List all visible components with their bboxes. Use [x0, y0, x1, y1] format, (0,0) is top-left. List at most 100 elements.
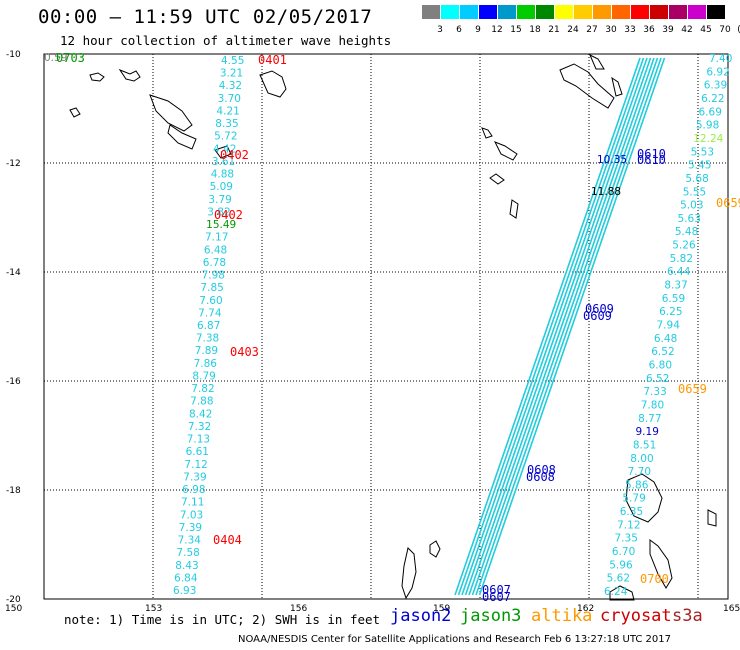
coastline-island — [493, 141, 518, 161]
swh-value: 6.87 — [197, 320, 220, 332]
lat-label: -10 — [6, 50, 21, 60]
legend-swatch — [555, 5, 573, 19]
swh-value: 6.52 — [651, 346, 674, 358]
swh-value: 7.80 — [641, 399, 664, 411]
coastline-island — [401, 547, 417, 600]
swh-value: 4.88 — [211, 169, 234, 181]
swh-value: 6.92 — [706, 66, 729, 78]
swh-value: 6.25 — [659, 306, 682, 318]
time-label: 0403 — [230, 345, 259, 359]
swh-value: 5.48 — [675, 226, 698, 238]
legend-label: 30 — [605, 25, 617, 35]
swh-value: 7.89 — [195, 345, 218, 357]
swh-value: 7.58 — [176, 547, 199, 559]
swh-value: 6.84 — [174, 572, 198, 584]
satellite-altika: altika — [531, 606, 593, 626]
time-label: 0608 — [526, 470, 555, 484]
swh-value: 8.79 — [192, 370, 215, 382]
legend-label: 15 — [510, 25, 522, 35]
swh-value: 6.70 — [612, 546, 635, 558]
swh-value: 5.72 — [214, 131, 237, 143]
legend-label: 39 — [662, 25, 674, 35]
swh-value: 5.26 — [672, 240, 696, 252]
swh-value: 5.62 — [607, 573, 630, 585]
lon-label: 159 — [433, 604, 450, 614]
coastline-island — [69, 107, 81, 118]
track-line — [471, 57, 659, 596]
swh-value: 4.55 — [221, 55, 244, 67]
coastline-island — [167, 124, 197, 150]
coastline-island — [609, 585, 635, 601]
page-title: 00:00 — 11:59 UTC 02/05/2017 — [38, 6, 373, 28]
legend-swatch — [631, 5, 649, 19]
coastline-island — [589, 53, 605, 70]
lat-label: -16 — [6, 377, 21, 387]
satellite-s3a: s3a — [672, 606, 703, 626]
diagonal-track — [454, 57, 666, 596]
swh-value: 5.68 — [685, 173, 708, 185]
swh-value: 4.42 — [213, 143, 236, 155]
swh-value: 7.98 — [202, 270, 225, 282]
lon-label: 150 — [5, 604, 22, 614]
swh-value: 10.35 — [597, 154, 627, 166]
swh-value: 5.63 — [678, 213, 701, 225]
legend-swatch — [422, 5, 440, 19]
coastline-island — [489, 173, 505, 185]
coastline-island — [707, 509, 717, 527]
credit-footer: NOAA/NESDIS Center for Satellite Applica… — [238, 634, 671, 645]
swh-value: 4.32 — [219, 80, 242, 92]
satellite-cryosat: cryosat — [600, 606, 672, 626]
swh-value: 6.98 — [182, 484, 205, 496]
swh-value: 7.35 — [615, 533, 638, 545]
legend-swatch — [688, 5, 706, 19]
swh-value: 7.94 — [657, 320, 681, 332]
legend-swatch — [517, 5, 535, 19]
swh-value: 7.82 — [191, 383, 214, 395]
coastline-island — [649, 539, 673, 589]
swh-value: 7.60 — [199, 295, 222, 307]
legend-swatch — [536, 5, 554, 19]
swh-value: 5.98 — [696, 120, 719, 132]
swh-value: 8.51 — [633, 439, 656, 451]
legend-label: 42 — [681, 25, 693, 35]
legend-label: 12 — [491, 25, 503, 35]
legend-swatch — [460, 5, 478, 19]
swh-value: 3.70 — [218, 93, 241, 105]
swh-value: 5.96 — [609, 559, 633, 571]
legend-label: 3 — [437, 25, 443, 35]
swh-value: 7.11 — [181, 497, 204, 509]
swh-value: 7.74 — [198, 307, 222, 319]
time-label: 0608 — [527, 463, 556, 477]
coastline-island — [509, 199, 519, 219]
swh-value: 5.82 — [670, 253, 693, 265]
swh-value: 6.44 — [667, 266, 691, 278]
legend-label: 70 — [719, 25, 731, 35]
swh-value: 5.45 — [688, 160, 711, 172]
swh-value: 8.42 — [189, 408, 212, 420]
swh-value: 3.21 — [220, 68, 243, 80]
swh-value: 11.88 — [591, 186, 621, 198]
swh-value: 5.03 — [680, 200, 703, 212]
swh-value: 8.00 — [630, 453, 653, 465]
swh-value: 8.35 — [215, 118, 238, 130]
time-label: 0610 — [637, 147, 666, 161]
track-line — [468, 57, 655, 596]
swh-value: 0.59 — [44, 52, 67, 64]
satellite-jason3: jason3 — [460, 606, 522, 626]
lon-label: 156 — [290, 604, 307, 614]
coastlines — [69, 53, 717, 601]
coastline-island — [481, 127, 493, 139]
coastline-island — [214, 145, 232, 159]
lon-label: 153 — [145, 604, 162, 614]
swh-value: 6.61 — [186, 446, 209, 458]
swh-value: 7.33 — [643, 386, 666, 398]
coastline-island — [259, 70, 287, 98]
swh-value: 7.12 — [617, 519, 640, 531]
coastline-island — [149, 94, 193, 132]
swh-value: 3.82 — [207, 206, 230, 218]
legend-label: 27 — [586, 25, 598, 35]
legend-label: 18 — [529, 25, 541, 35]
legend-swatch — [650, 5, 668, 19]
swh-value: 7.34 — [178, 535, 202, 547]
swh-value: 7.03 — [180, 509, 203, 521]
